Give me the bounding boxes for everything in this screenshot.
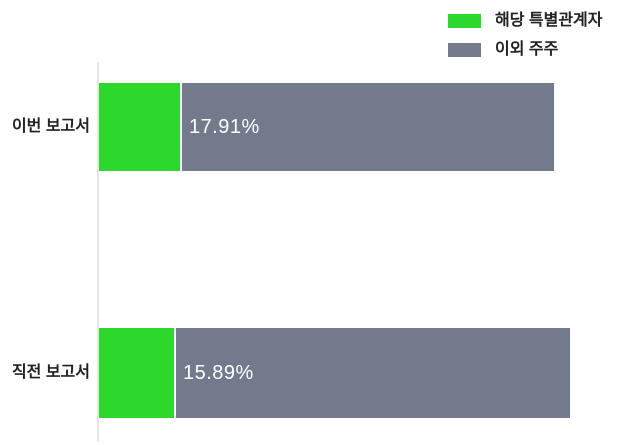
category-label: 직전 보고서 [11,364,90,381]
legend-swatch-others [448,42,481,57]
category-label: 이번 보고서 [11,118,90,135]
y-axis-line [97,62,99,442]
segment-special [99,83,180,171]
value-label: 17.91% [189,116,260,138]
segment-others: 17.91% [182,83,554,171]
bar-segments: 15.89% [99,328,570,418]
bar-segments: 17.91% [99,83,554,171]
segment-others: 15.89% [176,328,570,418]
bar-row: 직전 보고서 15.89% [0,328,570,418]
legend-item-others: 이외 주주 [448,41,603,58]
bar-row: 이번 보고서 17.91% [0,83,554,171]
value-label: 15.89% [183,362,254,384]
legend-item-special: 해당 특별관계자 [448,12,603,29]
segment-special [99,328,174,418]
legend-label-others: 이외 주주 [495,40,559,58]
legend-label-special: 해당 특별관계자 [495,11,603,29]
legend: 해당 특별관계자 이외 주주 [448,12,603,58]
legend-swatch-special [448,13,481,28]
